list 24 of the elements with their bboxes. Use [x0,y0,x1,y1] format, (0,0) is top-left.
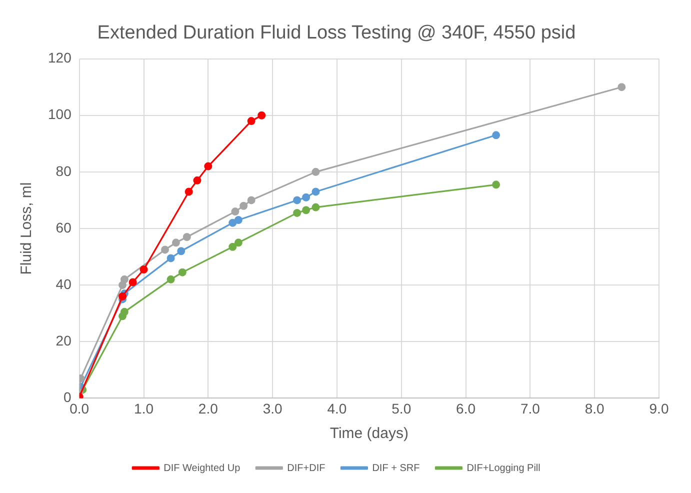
y-tick-label: 20 [56,332,72,348]
x-tick-label: 4.0 [327,400,347,416]
x-tick-label: 5.0 [392,400,412,416]
y-tick-label: 40 [56,276,72,292]
x-tick-label: 6.0 [456,400,476,416]
y-tick-label: 60 [56,219,72,236]
y-tick-label: 100 [48,106,72,122]
legend-label: DIF + SRF [372,462,420,474]
legend-label: DIF Weighted Up [164,462,241,474]
y-tick-label: 80 [56,162,72,179]
legend-label: DIF+DIF [287,462,326,474]
x-axis-title: Time (days) [330,425,408,442]
y-axis-title: Fluid Loss, ml [18,182,36,275]
x-tick-label: 7.0 [520,400,540,416]
chart-title: Extended Duration Fluid Loss Testing @ 340F, 4550 psid [97,22,576,44]
x-tick-label: 1.0 [134,400,154,416]
y-tick-label: 0 [64,389,72,406]
x-tick-label: 0.0 [70,400,90,416]
x-tick-label: 8.0 [584,400,605,416]
x-tick-label: 9.0 [649,400,669,416]
x-tick-label: 3.0 [262,400,283,416]
legend-label: DIF+Logging Pill [466,462,540,474]
y-tick-label: 120 [48,50,72,66]
x-tick-label: 2.0 [198,400,218,416]
